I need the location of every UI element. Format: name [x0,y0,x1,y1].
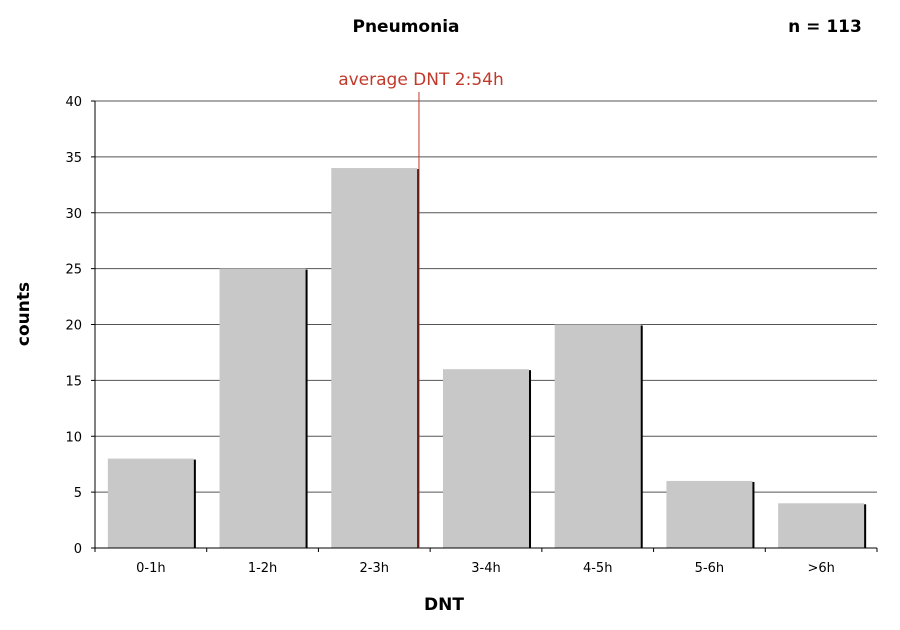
sample-size-label: n = 113 [788,17,862,37]
average-label: average DNT 2:54h [338,70,504,90]
x-tick-label: 2-3h [360,561,389,576]
annotation: average DNT 2:54h [338,70,504,548]
x-tick-label: 5-6h [695,561,724,576]
chart-title: Pneumonia [353,17,460,37]
bar [107,458,194,548]
x-axis-title: DNT [424,595,464,615]
y-tick-label: 15 [65,374,82,389]
bar [219,268,306,548]
x-tick-label: 4-5h [583,561,612,576]
y-tick-label: 20 [65,319,82,334]
y-tick-label: 40 [65,95,82,110]
y-tick-label: 30 [65,207,82,222]
y-axis-title: counts [14,282,34,346]
x-tick-label: 1-2h [248,561,277,576]
bar [331,168,418,549]
bars [107,168,867,549]
y-tick-label: 10 [65,430,82,445]
bar [778,503,865,548]
y-tick-label: 25 [65,263,82,278]
bar [666,480,753,548]
bar [442,369,530,548]
y-tick-label: 35 [65,151,82,166]
x-ticks: 0-1h 1-2h 2-3h 3-4h 4-5h 5-6h >6h [94,548,878,576]
y-tick-label: 5 [74,486,82,501]
x-tick-label: 0-1h [136,561,165,576]
y-ticks: 0 5 10 15 20 25 30 35 40 [65,95,95,557]
y-tick-label: 0 [74,542,82,557]
bar [554,324,641,548]
x-tick-label: 3-4h [471,561,500,576]
x-tick-label: >6h [807,561,834,576]
